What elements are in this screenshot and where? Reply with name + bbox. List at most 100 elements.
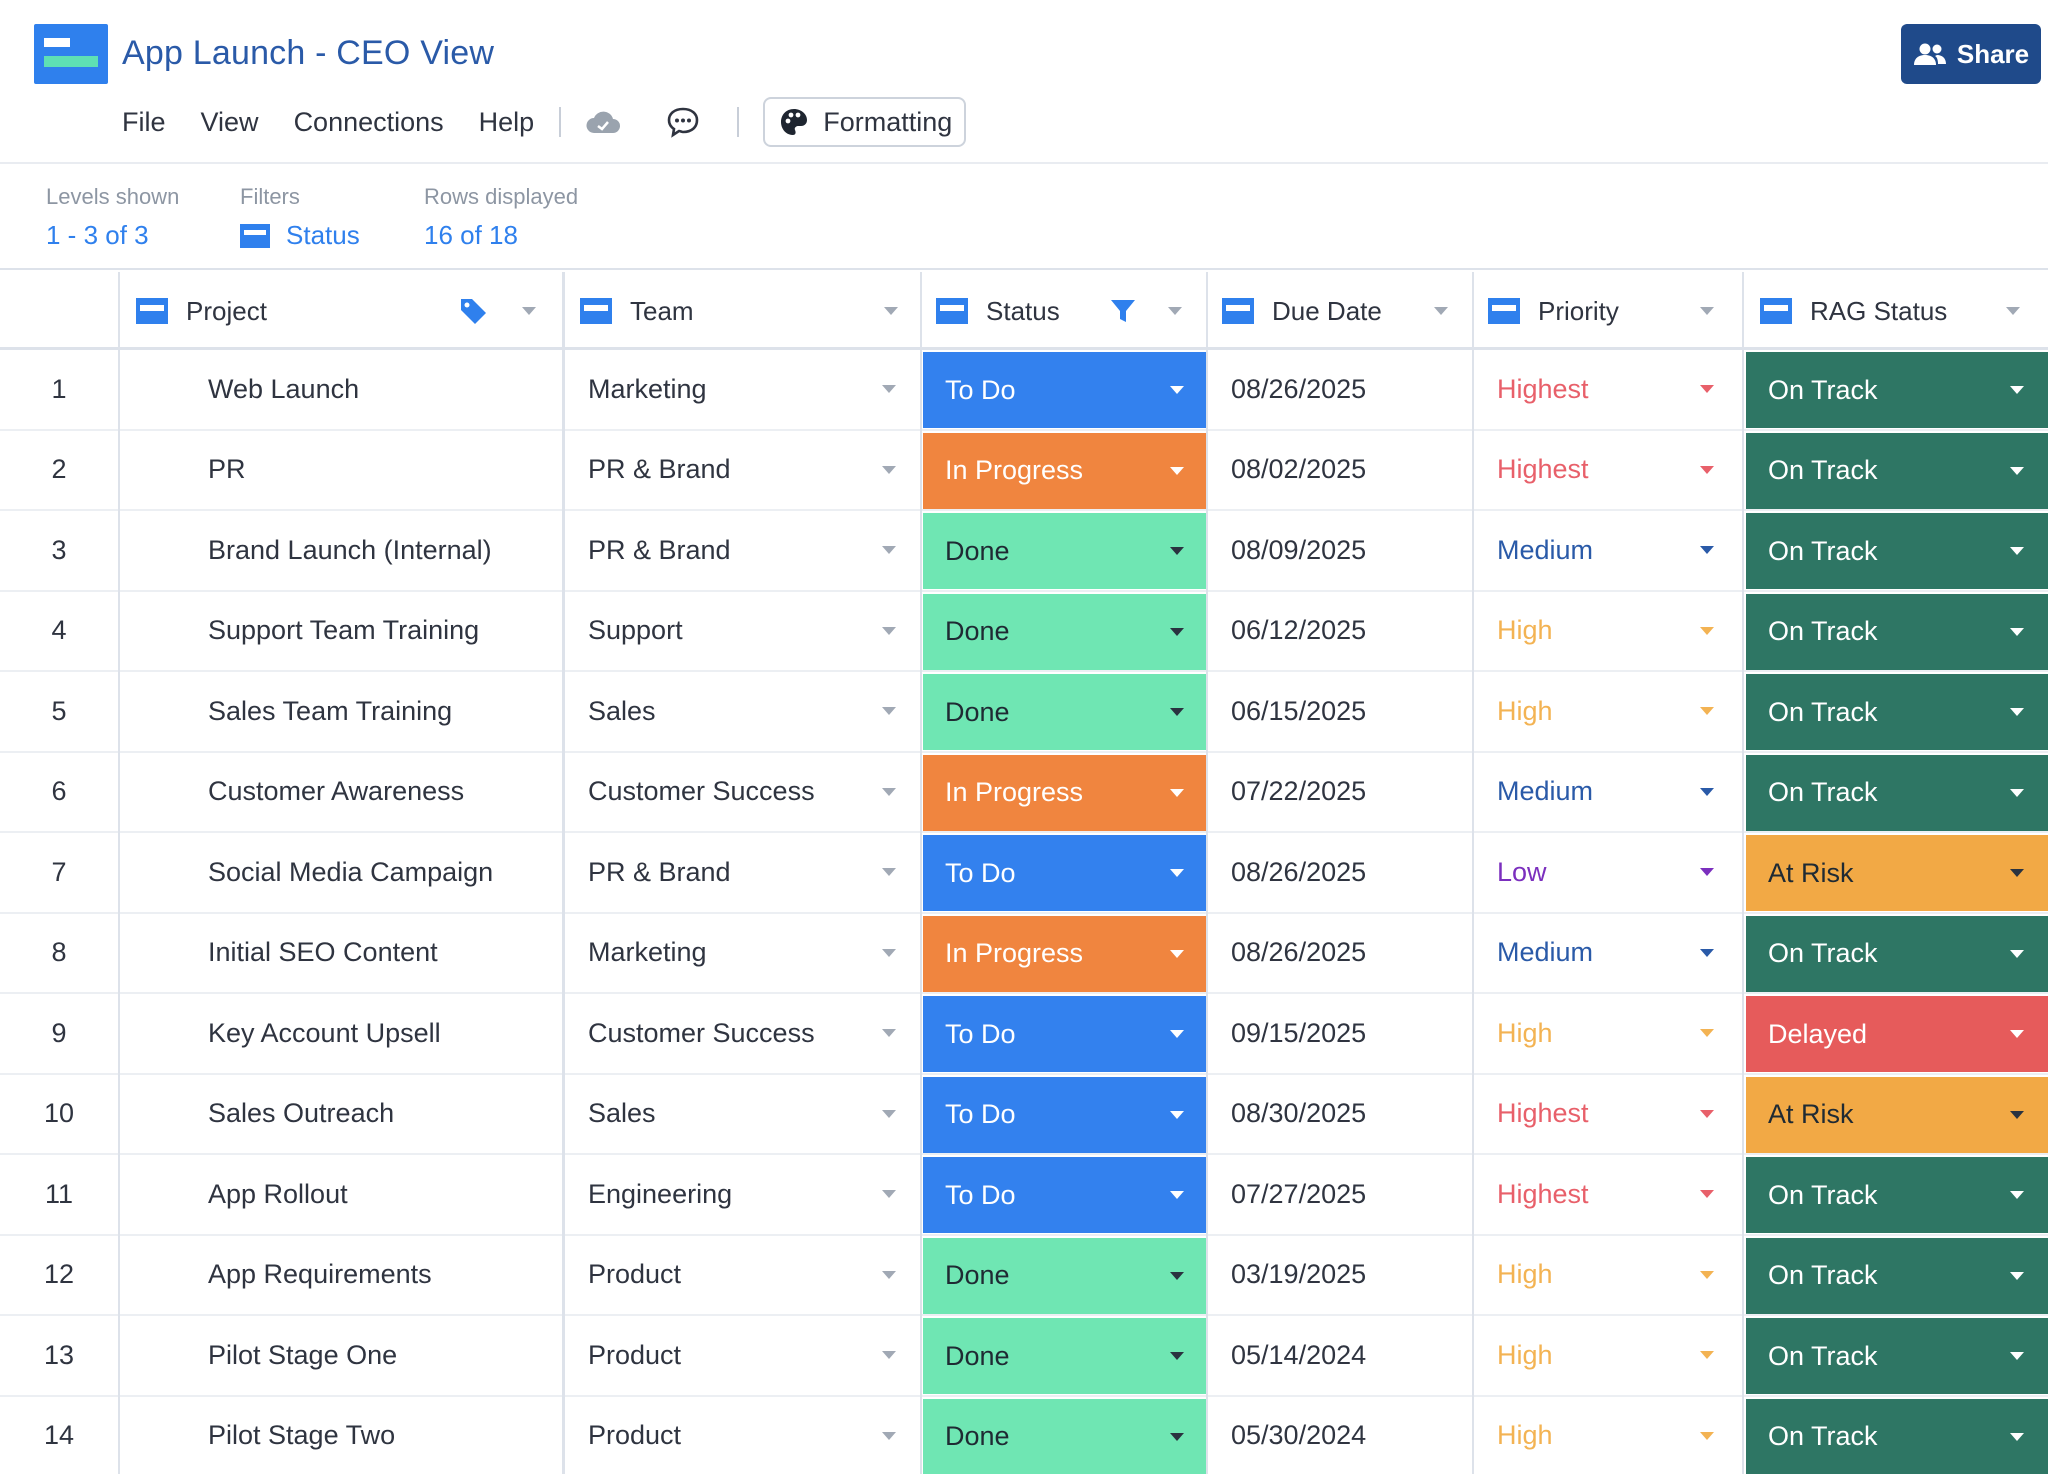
chevron-down-icon[interactable] <box>1700 948 1714 957</box>
row-number[interactable]: 12 <box>43 1259 75 1289</box>
row-number[interactable]: 9 <box>51 1017 67 1048</box>
priority-dropdown[interactable]: High <box>1497 1397 1720 1474</box>
project-cell[interactable]: Brand Launch (Internal) <box>208 534 492 565</box>
status-dropdown[interactable]: Done <box>923 1237 1206 1314</box>
chevron-down-icon[interactable] <box>884 307 898 315</box>
chevron-down-icon[interactable] <box>882 1351 896 1359</box>
team-cell[interactable]: Product <box>588 1397 906 1474</box>
due-date-cell[interactable]: 07/27/2025 <box>1231 1178 1367 1209</box>
cloud-icon[interactable] <box>583 102 623 142</box>
priority-dropdown[interactable]: High <box>1497 1236 1720 1314</box>
team-cell[interactable]: PR & Brand <box>588 511 906 589</box>
levels-shown[interactable]: Levels shown 1 - 3 of 3 <box>46 184 179 251</box>
chevron-down-icon[interactable] <box>1170 1191 1184 1199</box>
team-cell[interactable]: Sales <box>588 672 906 750</box>
row-number[interactable]: 6 <box>51 776 67 806</box>
team-cell[interactable]: Customer Success <box>588 994 906 1072</box>
row-number[interactable]: 3 <box>51 534 67 565</box>
chevron-down-icon[interactable] <box>2010 466 2024 475</box>
project-cell[interactable]: Customer Awareness <box>208 776 465 806</box>
chevron-down-icon[interactable] <box>882 707 896 715</box>
chevron-down-icon[interactable] <box>2010 708 2024 716</box>
column-header-rag-status[interactable]: RAG Status <box>1760 272 2020 350</box>
chevron-down-icon[interactable] <box>882 465 896 474</box>
project-cell[interactable]: App Rollout <box>208 1178 348 1209</box>
chevron-down-icon[interactable] <box>1170 1110 1184 1119</box>
row-number[interactable]: 8 <box>51 937 67 967</box>
due-date-cell[interactable]: 06/15/2025 <box>1231 695 1367 726</box>
table-row[interactable]: 7 Social Media Campaign PR & Brand To Do 08/… <box>0 833 2048 914</box>
chevron-down-icon[interactable] <box>1168 307 1182 315</box>
table-row[interactable]: 9 Key Account Upsell Customer Success To Do… <box>0 994 2048 1075</box>
row-number[interactable]: 7 <box>51 856 67 887</box>
priority-dropdown[interactable]: Medium <box>1497 914 1720 992</box>
status-dropdown[interactable]: To Do <box>923 352 1206 428</box>
project-cell[interactable]: Initial SEO Content <box>208 937 438 967</box>
formatting-button[interactable]: Formatting <box>763 97 967 147</box>
chevron-down-icon[interactable] <box>882 1029 896 1037</box>
team-cell[interactable]: Product <box>588 1316 906 1394</box>
status-dropdown[interactable]: To Do <box>923 1076 1206 1153</box>
priority-dropdown[interactable]: High <box>1497 994 1720 1072</box>
chevron-down-icon[interactable] <box>1170 869 1184 877</box>
chevron-down-icon[interactable] <box>2010 1271 2024 1280</box>
team-cell[interactable]: Product <box>588 1236 906 1314</box>
chevron-down-icon[interactable] <box>522 307 536 315</box>
rag-status-dropdown[interactable]: On Track <box>1746 915 2048 992</box>
chevron-down-icon[interactable] <box>2010 1030 2024 1038</box>
status-dropdown[interactable]: In Progress <box>923 915 1206 992</box>
column-header-priority[interactable]: Priority <box>1488 272 1714 350</box>
project-cell[interactable]: Social Media Campaign <box>208 856 494 887</box>
table-row[interactable]: 8 Initial SEO Content Marketing In Progress… <box>0 914 2048 994</box>
chevron-down-icon[interactable] <box>2010 788 2024 797</box>
priority-dropdown[interactable]: High <box>1497 672 1720 750</box>
chevron-down-icon[interactable] <box>1170 1432 1184 1441</box>
chevron-down-icon[interactable] <box>2010 869 2024 877</box>
priority-dropdown[interactable]: Low <box>1497 833 1720 911</box>
chevron-down-icon[interactable] <box>1434 307 1448 315</box>
chevron-down-icon[interactable] <box>2006 307 2020 315</box>
chevron-down-icon[interactable] <box>1700 707 1714 715</box>
status-dropdown[interactable]: To Do <box>923 996 1206 1072</box>
due-date-cell[interactable]: 08/30/2025 <box>1231 1098 1367 1128</box>
rag-status-dropdown[interactable]: On Track <box>1746 1157 2048 1233</box>
chevron-down-icon[interactable] <box>1170 949 1184 958</box>
team-cell[interactable]: Customer Success <box>588 753 906 831</box>
table-row[interactable]: 3 Brand Launch (Internal) PR & Brand Done 08… <box>0 511 2048 592</box>
table-row[interactable]: 11 App Rollout Engineering To Do 07/27/2025 H… <box>0 1155 2048 1236</box>
chevron-down-icon[interactable] <box>1700 307 1714 315</box>
status-dropdown[interactable]: Done <box>923 1398 1206 1474</box>
table-row[interactable]: 2 PR PR & Brand In Progress 08/02/2025 Highes… <box>0 431 2048 511</box>
chevron-down-icon[interactable] <box>2010 1110 2024 1119</box>
chevron-down-icon[interactable] <box>882 868 896 876</box>
table-row[interactable]: 6 Customer Awareness Customer Success In Pr… <box>0 753 2048 833</box>
chevron-down-icon[interactable] <box>1700 1270 1714 1279</box>
chevron-down-icon[interactable] <box>882 1190 896 1198</box>
menu-view[interactable]: View <box>200 107 259 137</box>
due-date-cell[interactable]: 03/19/2025 <box>1231 1259 1367 1289</box>
chevron-down-icon[interactable] <box>1700 868 1714 876</box>
chevron-down-icon[interactable] <box>2010 1191 2024 1199</box>
chevron-down-icon[interactable] <box>2010 627 2024 636</box>
chevron-down-icon[interactable] <box>882 948 896 957</box>
priority-dropdown[interactable]: High <box>1497 1316 1720 1394</box>
team-cell[interactable]: Sales <box>588 1075 906 1153</box>
rag-status-dropdown[interactable]: On Track <box>1746 432 2048 509</box>
chevron-down-icon[interactable] <box>1700 1109 1714 1118</box>
project-cell[interactable]: App Requirements <box>208 1259 432 1289</box>
column-header-status[interactable]: Status <box>936 272 1182 350</box>
due-date-cell[interactable]: 08/26/2025 <box>1231 937 1367 967</box>
chevron-down-icon[interactable] <box>1700 1431 1714 1440</box>
team-cell[interactable]: Marketing <box>588 350 906 428</box>
table-row[interactable]: 13 Pilot Stage One Product Done 05/14/2024 Hi… <box>0 1316 2048 1397</box>
chevron-down-icon[interactable] <box>1700 1029 1714 1037</box>
chevron-down-icon[interactable] <box>882 546 896 554</box>
due-date-cell[interactable]: 06/12/2025 <box>1231 615 1367 645</box>
row-number[interactable]: 2 <box>51 454 67 484</box>
filters-value[interactable]: Status <box>286 220 360 250</box>
team-cell[interactable]: PR & Brand <box>588 833 906 911</box>
project-cell[interactable]: Pilot Stage One <box>208 1339 398 1370</box>
column-header-project[interactable]: Project <box>136 272 562 350</box>
chevron-down-icon[interactable] <box>1700 787 1714 796</box>
document-title[interactable]: App Launch - CEO View <box>122 34 495 72</box>
